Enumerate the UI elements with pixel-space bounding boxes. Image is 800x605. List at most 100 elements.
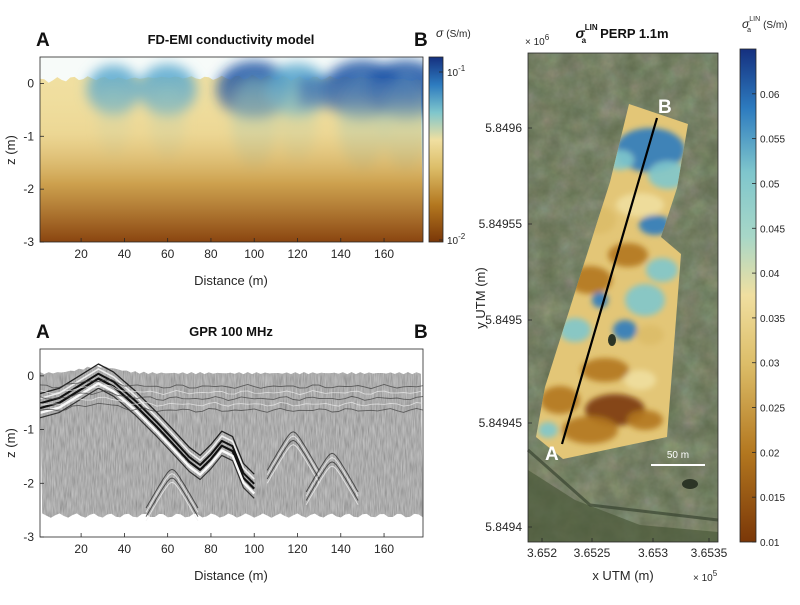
y-tick-label: -3 (23, 235, 34, 249)
x-tick-label: 60 (161, 542, 175, 556)
gpr-shallow-layer (40, 384, 423, 396)
map-y-tick-label: 5.84945 (479, 416, 523, 430)
emi-cbar-tick-bottom: 10-2 (447, 232, 466, 247)
x-tick-label: 160 (374, 247, 394, 261)
survey-conductivity-blob (636, 325, 664, 345)
tree-in-survey (608, 334, 616, 346)
gpr-shallow-layer (40, 390, 423, 401)
tree (682, 479, 698, 489)
gpr-hyperbolas (145, 431, 359, 522)
gpr-shallow-layer (40, 379, 423, 390)
gpr-hyperbola (305, 465, 359, 506)
emi-marker-b: B (414, 30, 428, 51)
survey-conductivity-blob (616, 193, 664, 217)
x-tick-label: 40 (118, 542, 132, 556)
y-tick-label: 0 (27, 76, 34, 90)
map-cbar-tick-label: 0.05 (760, 179, 780, 190)
gpr-axes-box (39, 348, 424, 538)
x-tick-label: 160 (374, 542, 394, 556)
map-cbar-tick-label: 0.04 (760, 269, 780, 280)
survey-conductivity-blob (639, 215, 671, 235)
gpr-shallow-layer (40, 402, 423, 413)
road (527, 448, 719, 522)
gpr-y-label: z (m) (3, 428, 18, 458)
gpr-hyperbola (145, 468, 199, 509)
emi-marker-a: A (36, 30, 50, 51)
gpr-title: GPR 100 MHz (189, 324, 273, 339)
map-cbar-tick-label: 0.025 (760, 404, 785, 415)
gpr-reflectors (40, 363, 423, 499)
map-y-tick-label: 5.84955 (479, 217, 523, 231)
emi-axes-box (39, 56, 424, 243)
map-x-tick-label: 3.652 (527, 546, 557, 560)
emi-colorbar (428, 56, 444, 243)
y-tick-label: 0 (27, 369, 34, 383)
gpr-y-ticks: 0 -1 -2 -3 (23, 369, 44, 544)
gpr-hyperbola (145, 481, 199, 522)
x-tick-label: 60 (161, 247, 175, 261)
gpr-hyperbola (266, 435, 320, 475)
emi-cbar-unit: (S/m) (446, 29, 470, 40)
gpr-reflector (40, 368, 255, 480)
profile-marker-a: A (545, 444, 559, 465)
x-tick-label: 80 (204, 247, 218, 261)
survey-conductivity-blob (613, 320, 637, 340)
survey-conductivity-blob (625, 284, 665, 316)
map-x-label: x UTM (m) (592, 568, 653, 583)
gpr-hyperbola (145, 477, 199, 517)
gpr-hyperbola (305, 457, 359, 497)
map-cbar-tick-label: 0.01 (760, 538, 780, 549)
map-x-ticks: 3.652 3.6525 3.653 3.6535 (527, 538, 728, 560)
map-y-label: y UTM (m) (473, 267, 488, 328)
x-tick-label: 20 (74, 542, 88, 556)
gpr-hyperbola (305, 461, 359, 501)
survey-conductivity-blob (562, 416, 618, 444)
gpr-shallow-layer (40, 396, 423, 407)
profile-line (560, 117, 659, 445)
emi-x-label: Distance (m) (194, 273, 268, 288)
gpr-reflector (40, 377, 255, 490)
gpr-x-label: Distance (m) (194, 568, 268, 583)
y-tick-label: -1 (23, 129, 34, 143)
survey-conductivity-blob (538, 422, 558, 438)
survey-conductivity-blob (648, 161, 688, 189)
map-cbar-tick-label: 0.015 (760, 493, 785, 504)
gpr-marker-a: A (36, 322, 50, 343)
gpr-hyperbola (266, 444, 320, 484)
map-panel: A B 50 m 3.652 3.6525 3.653 3.6535 5.8496 5.… (473, 16, 788, 584)
scale-bar-label: 50 m (667, 450, 689, 461)
emi-title: FD-EMI conductivity model (148, 32, 315, 47)
survey-conductivity-blob (646, 258, 678, 282)
survey-conductivity-blob (624, 370, 656, 390)
survey-conductivity-map (538, 128, 688, 444)
map-y-tick-label: 5.8496 (485, 121, 522, 135)
x-tick-label: 80 (204, 542, 218, 556)
gpr-x-ticks: 20 40 60 80 100 120 140 160 (74, 533, 394, 556)
x-tick-label: 140 (331, 247, 351, 261)
survey-conductivity-blob (540, 386, 580, 414)
field-boundary (528, 470, 718, 542)
emi-depth-shading (40, 74, 423, 242)
profile-marker-b: B (658, 97, 672, 118)
emi-cbar-tick-top: 10-1 (447, 64, 466, 79)
gpr-hyperbola (145, 473, 199, 513)
x-tick-label: 40 (118, 247, 132, 261)
map-colorbar-label: σLIN a (S/m) (742, 16, 788, 34)
gpr-hyperbola (266, 431, 320, 471)
gpr-marker-b: B (414, 322, 428, 343)
survey-conductivity-blob (627, 410, 663, 430)
survey-conductivity-blob (559, 318, 591, 342)
y-tick-label: -3 (23, 530, 34, 544)
map-colorbar-ticks: 0.06 0.055 0.05 0.045 0.04 0.035 0.03 0.025 0.02… (752, 90, 785, 549)
map-y-multiplier: × 106 (525, 33, 550, 48)
map-cbar-tick-label: 0.045 (760, 224, 785, 235)
gpr-reflector (40, 387, 255, 499)
x-tick-label: 140 (331, 542, 351, 556)
y-tick-label: -2 (23, 476, 34, 490)
x-tick-label: 120 (287, 542, 307, 556)
emi-x-ticks: 20 40 60 80 100 120 140 160 (74, 238, 394, 261)
map-x-tick-label: 3.653 (638, 546, 668, 560)
x-tick-label: 20 (74, 247, 88, 261)
emi-cbar-symbol: σ (436, 26, 444, 40)
map-cbar-tick-label: 0.03 (760, 359, 780, 370)
